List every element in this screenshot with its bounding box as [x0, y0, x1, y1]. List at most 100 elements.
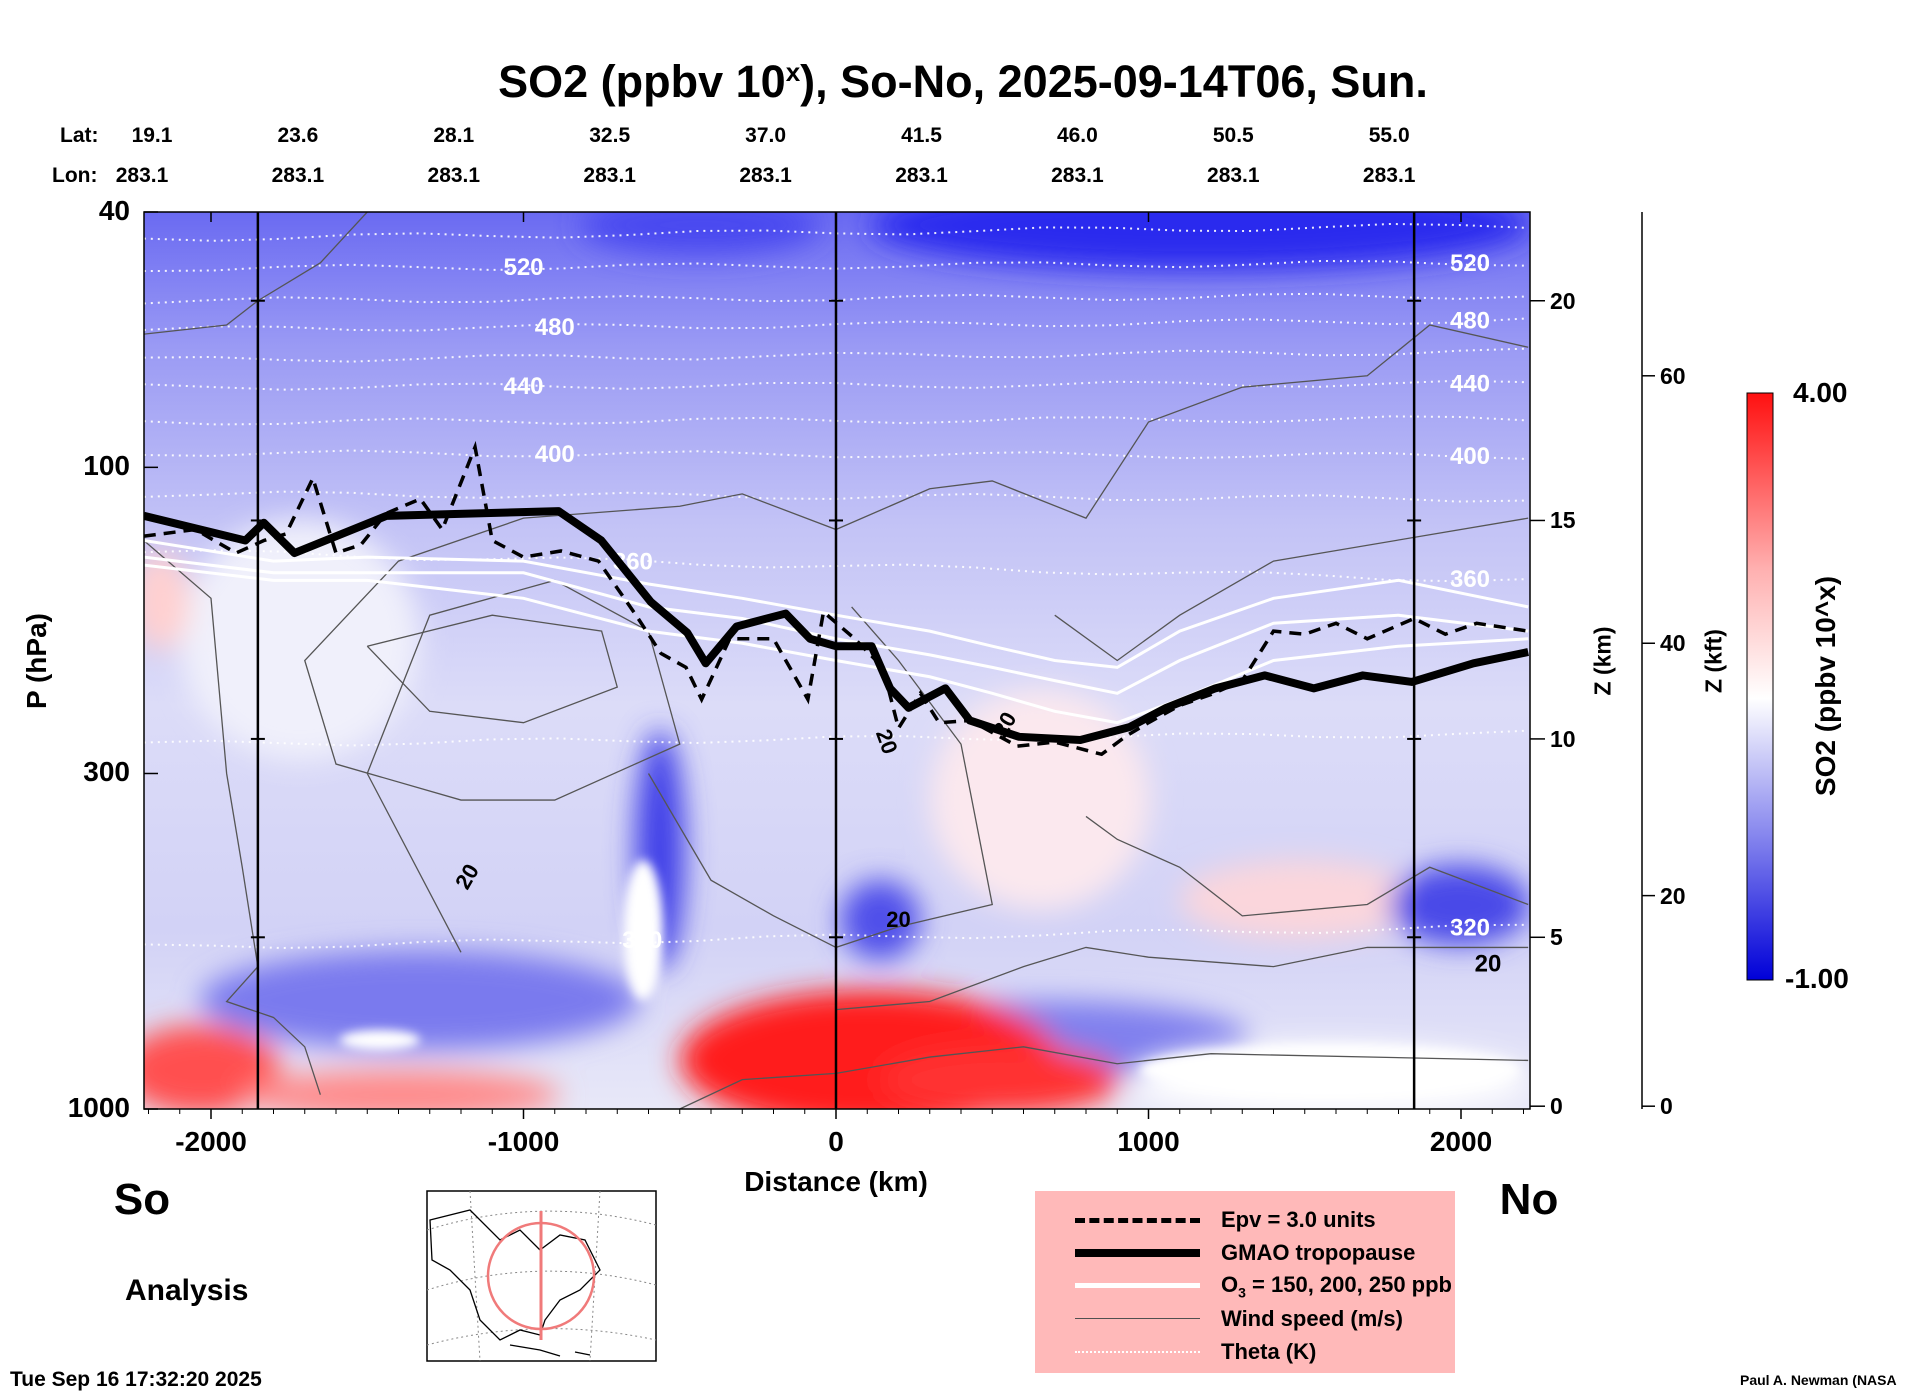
x-axis-label: Distance (km)	[744, 1166, 928, 1197]
wind-speed-contour	[366, 614, 619, 724]
title-superscript: x	[785, 57, 801, 87]
zkm-tick-label: 5	[1550, 924, 1563, 951]
lon-label: Lon:	[52, 164, 98, 187]
lat-tick-label: 55.0	[1368, 124, 1410, 147]
analysis-label: Analysis	[125, 1274, 249, 1307]
legend-wind-text: Wind speed (m/s)	[1221, 1306, 1403, 1331]
wind-speed-contour	[1085, 815, 1529, 917]
lat-tick-label: 28.1	[433, 124, 475, 147]
lat-tick-label: 19.1	[131, 124, 173, 147]
chart-title: SO2 (ppbv 10x), So-No, 2025-09-14T06, Su…	[0, 56, 1926, 108]
legend-wind-symbol	[1075, 1304, 1200, 1334]
credit: Paul A. Newman (NASA	[1740, 1372, 1897, 1388]
theta-label: 320	[1450, 915, 1490, 942]
lon-tick-label: 283.1	[739, 164, 792, 187]
z-kft-axis-label: Z (kft)	[1700, 629, 1727, 693]
zkft-tick-label: 20	[1660, 882, 1686, 909]
lon-tick-label: 283.1	[1051, 164, 1104, 187]
legend-tropopause-text: GMAO tropopause	[1221, 1240, 1416, 1265]
lat-tick-label: 37.0	[745, 124, 787, 147]
colorbar-label: SO2 (ppbv 10^x)	[1810, 575, 1841, 797]
theta-label: 400	[535, 441, 575, 468]
x-tick-label: 0	[828, 1126, 844, 1157]
theta-label: 440	[503, 373, 543, 400]
south-label: So	[113, 1175, 171, 1224]
lon-tick-label: 283.1	[895, 164, 948, 187]
legend-item-theta: Theta (K)	[1075, 1337, 1316, 1367]
y-tick-label: 300	[83, 756, 130, 788]
o3-contour-150	[144, 538, 1529, 669]
legend-item-tropopause: GMAO tropopause	[1075, 1238, 1415, 1268]
wind-speed-contour	[144, 539, 259, 967]
legend-o3-symbol	[1075, 1271, 1200, 1301]
timestamp: Tue Sep 16 17:32:20 2025	[10, 1368, 262, 1391]
lon-tick-label: 283.1	[115, 164, 169, 187]
lon-tick-label: 283.1	[271, 164, 325, 187]
x-tick-label: -1000	[487, 1126, 560, 1157]
zkm-tick-label: 15	[1550, 507, 1576, 534]
wind-speed-contour	[1054, 517, 1529, 662]
north-label: No	[1499, 1175, 1559, 1224]
x-tick-label: 1000	[1117, 1126, 1180, 1157]
lon-tick-label: 283.1	[583, 164, 636, 187]
legend-epv-symbol	[1075, 1205, 1200, 1235]
map-inset	[426, 1190, 657, 1362]
colorbar-max-label: 4.00	[1793, 377, 1848, 408]
zkm-tick-label: 10	[1550, 725, 1576, 752]
legend-item-o3: O3 = 150, 200, 250 ppb	[1075, 1271, 1452, 1301]
y-tick-label: 100	[83, 450, 130, 482]
x-tick-label: -2000	[175, 1126, 247, 1157]
o3-contour-200	[144, 555, 1529, 695]
lat-tick-label: 23.6	[277, 124, 319, 147]
wind-contour-label: 20	[886, 907, 910, 932]
lat-tick-label: 32.5	[589, 124, 631, 147]
wind-speed-contour	[304, 324, 1529, 953]
theta-label: 520	[503, 254, 543, 281]
axes	[144, 211, 1655, 1119]
lat-tick-label: 46.0	[1056, 124, 1098, 147]
title-rest: ), So-No, 2025-09-14T06, Sun.	[800, 56, 1428, 107]
colorbar	[1746, 392, 1774, 981]
y-axis-label: P (hPa)	[21, 613, 52, 709]
legend-theta-text: Theta (K)	[1221, 1339, 1317, 1364]
o3-contour-250	[144, 563, 1529, 725]
colorbar-min-label: -1.00	[1785, 963, 1849, 994]
legend-tropopause-symbol	[1075, 1238, 1200, 1268]
lat-label: Lat:	[60, 124, 99, 147]
legend-o3-rest: = 150, 200, 250 ppb	[1245, 1271, 1452, 1297]
wind-contour-label: 20	[1475, 950, 1502, 977]
lat-tick-label: 41.5	[901, 124, 942, 147]
theta-label: 360	[1450, 566, 1490, 593]
legend-epv-text: Epv = 3.0 units	[1221, 1207, 1376, 1232]
zkft-tick-label: 40	[1660, 630, 1686, 657]
theta-label: 520	[1450, 250, 1490, 277]
theta-label: 320	[622, 927, 662, 954]
zkft-tick-label: 0	[1660, 1093, 1673, 1120]
wind-speed-contour	[835, 946, 1529, 1011]
legend-o3-text: O3 = 150, 200, 250 ppb	[1221, 1272, 1452, 1300]
tropopause-line	[144, 507, 1529, 744]
legend-theta-symbol	[1075, 1337, 1200, 1367]
y-tick-label: 40	[98, 195, 130, 226]
wind-speed-contour	[679, 1046, 1529, 1109]
z-km-axis-label: Z (km)	[1589, 626, 1616, 696]
wind-speed-contour	[225, 966, 321, 1095]
theta-label: 480	[1450, 308, 1490, 335]
x-tick-label: 2000	[1429, 1126, 1493, 1157]
theta-label: 440	[1450, 371, 1490, 398]
y-tick-label: 1000	[67, 1092, 130, 1123]
lon-tick-label: 283.1	[1362, 164, 1416, 187]
lon-tick-label: 283.1	[427, 164, 481, 187]
zkm-tick-label: 20	[1550, 287, 1576, 314]
legend: Epv = 3.0 units GMAO tropopause O3 = 150…	[1035, 1191, 1455, 1373]
title-main: SO2 (ppbv 10	[498, 56, 786, 107]
legend-o3-sub: 3	[1238, 1284, 1246, 1301]
zkft-tick-label: 60	[1660, 362, 1686, 389]
lon-tick-label: 283.1	[1207, 164, 1260, 187]
wind-speed-contour	[647, 606, 994, 949]
legend-item-epv: Epv = 3.0 units	[1075, 1205, 1376, 1235]
epv-line	[144, 440, 1529, 757]
theta-label: 480	[535, 314, 575, 341]
